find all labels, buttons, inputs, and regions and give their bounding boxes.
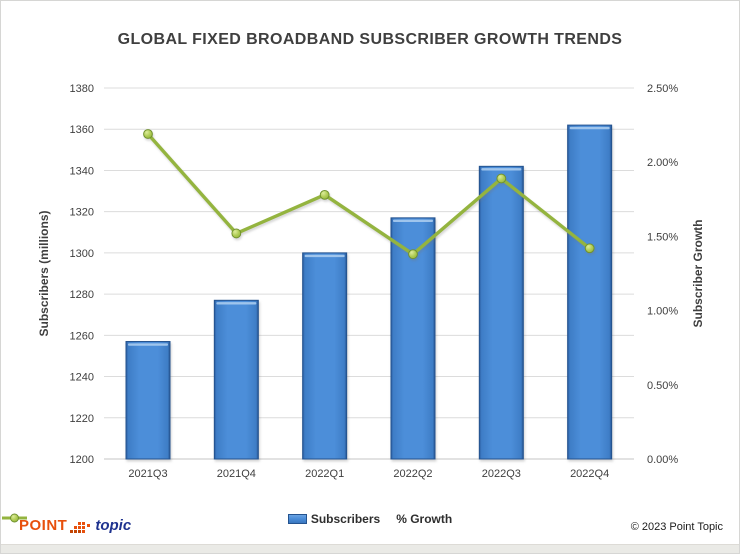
bar-top-highlight bbox=[481, 168, 522, 171]
right-axis-tick: 2.00% bbox=[647, 157, 678, 169]
x-axis-tick: 2021Q4 bbox=[217, 468, 256, 480]
growth-marker-2021Q3 bbox=[143, 129, 153, 139]
copyright-text: © 2023 Point Topic bbox=[630, 521, 723, 533]
growth-polyline bbox=[146, 132, 592, 256]
left-axis-tick: 1380 bbox=[70, 83, 94, 95]
legend-subscribers-label: Subscribers bbox=[310, 512, 381, 526]
right-axis-title: Subscriber Growth bbox=[691, 219, 705, 327]
right-axis-tick: 1.50% bbox=[647, 231, 678, 243]
left-axis-tick: 1340 bbox=[70, 165, 94, 177]
logo-topic-text: topic bbox=[95, 517, 132, 534]
right-axis-tick: 1.00% bbox=[647, 306, 678, 318]
bar-top-highlight bbox=[216, 302, 257, 305]
x-axis-tick: 2022Q2 bbox=[393, 468, 432, 480]
bar-2021Q4 bbox=[213, 299, 259, 460]
bar-2022Q1 bbox=[302, 252, 348, 460]
left-axis-tick: 1320 bbox=[70, 207, 94, 219]
growth-marker-2022Q2 bbox=[408, 249, 418, 260]
axis-tick-labels: 1380 1360 1340 1320 1300 1280 1260 1240 1220 1200… bbox=[70, 83, 679, 480]
x-axis-tick: 2022Q1 bbox=[305, 468, 344, 480]
growth-marker-2021Q4 bbox=[231, 228, 242, 239]
bar-top-highlight bbox=[392, 219, 433, 223]
bar-top-highlight bbox=[304, 254, 345, 258]
subscribers-swatch-icon bbox=[287, 514, 307, 524]
bottom-strip bbox=[1, 544, 739, 553]
bar-top-highlight bbox=[569, 126, 610, 130]
right-axis-tick: 2.50% bbox=[647, 83, 678, 95]
growth-marker-2022Q3 bbox=[496, 173, 507, 184]
legend-growth-label: % Growth bbox=[396, 512, 453, 526]
x-axis-tick: 2022Q4 bbox=[570, 468, 609, 480]
gridlines bbox=[104, 87, 634, 460]
chart-legend: Subscribers % Growth bbox=[1, 512, 739, 526]
bar-top-highlight bbox=[128, 343, 168, 346]
chart-title: GLOBAL FIXED BROADBAND SUBSCRIBER GROWTH… bbox=[117, 31, 623, 48]
left-axis-tick: 1280 bbox=[70, 289, 94, 301]
bar-2022Q4 bbox=[567, 124, 613, 460]
left-axis-tick: 1260 bbox=[70, 330, 94, 342]
growth-marker-2022Q1 bbox=[319, 189, 330, 200]
axis-titles: Subscribers (millions) Subscriber Growth bbox=[37, 210, 705, 336]
x-axis-tick: 2022Q3 bbox=[482, 468, 521, 480]
bar-2022Q3 bbox=[478, 165, 524, 460]
subscriber-bars bbox=[125, 124, 613, 460]
point-topic-logo: POINT topic bbox=[19, 518, 131, 534]
combo-chart: 1380 1360 1340 1320 1300 1280 1260 1240 1220 1200… bbox=[37, 83, 705, 480]
legend-item-growth: % Growth bbox=[2, 512, 453, 526]
growth-marker-2022Q4 bbox=[584, 243, 595, 254]
logo-point-text: POINT bbox=[19, 517, 68, 534]
right-axis-tick: 0.50% bbox=[647, 380, 678, 392]
left-axis-tick: 1300 bbox=[70, 248, 94, 260]
logo-pixel-blocks-icon bbox=[69, 522, 91, 534]
bar-2021Q3 bbox=[125, 341, 171, 460]
left-axis-tick: 1240 bbox=[70, 372, 94, 384]
left-axis-title: Subscribers (millions) bbox=[37, 210, 51, 336]
growth-line-swatch-icon bbox=[2, 513, 27, 523]
left-axis-tick: 1360 bbox=[70, 124, 94, 136]
legend-item-subscribers: Subscribers bbox=[287, 512, 381, 526]
right-axis-tick: 0.00% bbox=[647, 454, 678, 466]
left-axis-tick: 1200 bbox=[70, 454, 94, 466]
growth-line bbox=[143, 129, 595, 260]
left-axis-tick: 1220 bbox=[70, 413, 94, 425]
x-axis-tick: 2021Q3 bbox=[128, 468, 167, 480]
